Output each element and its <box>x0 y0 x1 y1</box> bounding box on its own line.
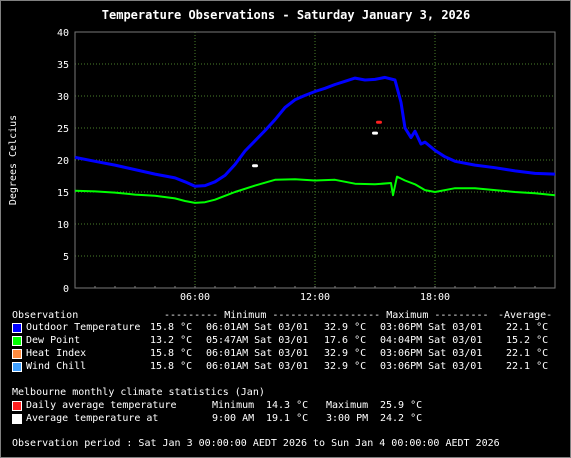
y-tick-label: 25 <box>57 124 69 135</box>
climate-right-label: Maximum <box>326 400 369 411</box>
table-header-average: -Average- <box>498 310 553 321</box>
climate-left-value: 19.1 °C <box>266 413 309 424</box>
legend-swatch <box>12 349 22 359</box>
row-label: Outdoor Temperature <box>26 322 141 333</box>
row-max: 32.9 °C <box>324 322 367 333</box>
x-tick-label: 06:00 <box>180 292 210 300</box>
row-min-time: 06:01AM Sat 03/01 <box>206 361 309 372</box>
y-tick-label: 0 <box>63 284 69 295</box>
climate-heading: Melbourne monthly climate statistics (Ja… <box>12 387 265 398</box>
row-avg: 22.1 °C <box>506 361 549 372</box>
series-layer <box>74 75 556 204</box>
climate-right-label: 3:00 PM <box>326 413 369 424</box>
row-max-time: 03:06PM Sat 03/01 <box>380 361 483 372</box>
y-tick-label: 35 <box>57 60 69 71</box>
climate-left-value: 14.3 °C <box>266 400 309 411</box>
y-tick-label: 20 <box>57 156 69 167</box>
x-tick-label: 12:00 <box>300 292 330 300</box>
legend-swatch <box>12 336 22 346</box>
row-max: 32.9 °C <box>324 361 367 372</box>
row-label: Heat Index <box>26 348 87 359</box>
row-min: 15.8 °C <box>150 361 193 372</box>
x-tick-label: 18:00 <box>420 292 450 300</box>
series-line-dew-point <box>74 175 556 204</box>
annotation-marker <box>252 164 258 168</box>
y-tick-label: 10 <box>57 220 69 231</box>
table-header-observation: Observation <box>12 310 79 321</box>
annotation-marker <box>376 120 382 124</box>
row-min-time: 06:01AM Sat 03/01 <box>206 322 309 333</box>
row-avg: 15.2 °C <box>506 335 549 346</box>
row-max: 17.6 °C <box>324 335 367 346</box>
climate-right-value: 25.9 °C <box>380 400 423 411</box>
row-max-time: 03:06PM Sat 03/01 <box>380 348 483 359</box>
climate-label: Daily average temperature <box>26 400 177 411</box>
row-max-time: 03:06PM Sat 03/01 <box>380 322 483 333</box>
table-header-maximum: --------- Maximum --------- <box>326 310 489 321</box>
annotation-layer <box>252 120 382 168</box>
legend-swatch <box>12 362 22 372</box>
row-min: 15.8 °C <box>150 322 193 333</box>
climate-swatch <box>12 401 22 411</box>
observation-period: Observation period : Sat Jan 3 00:00:00 … <box>12 438 500 449</box>
row-min-time: 06:01AM Sat 03/01 <box>206 348 309 359</box>
row-max-time: 04:04PM Sat 03/01 <box>380 335 483 346</box>
y-tick-label: 15 <box>57 188 69 199</box>
row-min-time: 05:47AM Sat 03/01 <box>206 335 309 346</box>
annotation-marker <box>372 131 378 135</box>
axes: 0 5 10 15 20 25 30 35 40 06:00 12:00 18:00 <box>57 28 556 300</box>
y-tick-label: 30 <box>57 92 69 103</box>
row-max: 32.9 °C <box>324 348 367 359</box>
row-label: Wind Chill <box>26 361 87 372</box>
row-label: Dew Point <box>26 335 81 346</box>
temperature-chart: Temperature Observations - Saturday Janu… <box>8 8 556 300</box>
table-header-minimum: --------- Minimum --------- <box>164 310 327 321</box>
grid <box>75 32 555 288</box>
climate-swatch <box>12 414 22 424</box>
y-axis-label: Degrees Celcius <box>8 115 19 205</box>
chart-title: Temperature Observations - Saturday Janu… <box>102 8 470 22</box>
series-line-outdoor-temperature <box>74 75 556 188</box>
row-min: 15.8 °C <box>150 348 193 359</box>
y-tick-label: 5 <box>63 252 69 263</box>
climate-left-label: 9:00 AM <box>212 413 255 424</box>
climate-left-label: Minimum <box>212 400 255 411</box>
legend-swatch <box>12 323 22 333</box>
climate-label: Average temperature at <box>26 413 159 424</box>
row-avg: 22.1 °C <box>506 348 549 359</box>
row-min: 13.2 °C <box>150 335 193 346</box>
climate-right-value: 24.2 °C <box>380 413 423 424</box>
y-tick-label: 40 <box>57 28 69 39</box>
row-avg: 22.1 °C <box>506 322 549 333</box>
plot-border <box>74 31 556 289</box>
